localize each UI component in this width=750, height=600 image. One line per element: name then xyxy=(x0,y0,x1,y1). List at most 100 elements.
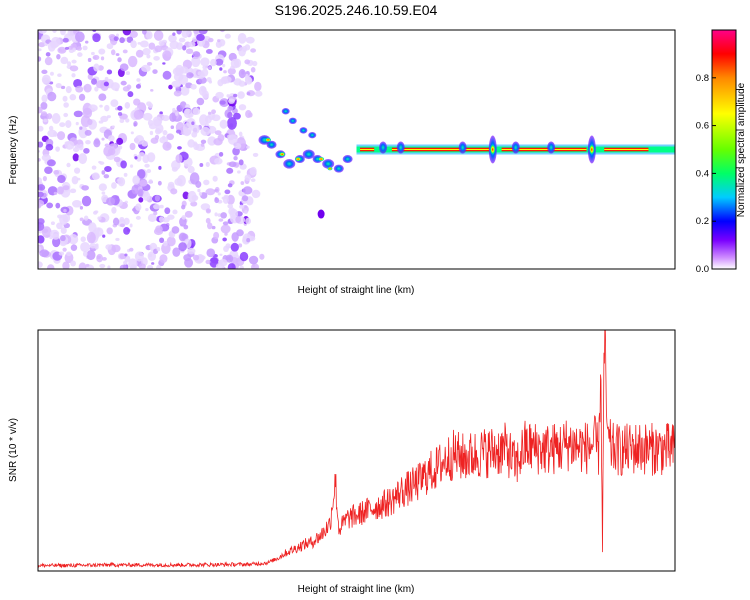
noise-speck xyxy=(239,265,244,269)
noise-speck xyxy=(191,124,200,134)
colorbar-tick-label: 0.2 xyxy=(696,216,709,227)
noise-speck xyxy=(132,175,141,185)
noise-speck xyxy=(44,56,53,66)
noise-speck xyxy=(158,165,162,170)
noise-speck xyxy=(110,82,120,91)
noise-speck xyxy=(213,138,223,146)
noise-speck xyxy=(69,65,79,72)
noise-speck xyxy=(38,261,43,268)
noise-speck xyxy=(201,90,209,99)
noise-speck xyxy=(176,30,182,35)
noise-speck xyxy=(71,175,79,185)
noise-speck xyxy=(222,63,226,68)
noise-speck xyxy=(144,163,150,168)
noise-speck xyxy=(124,253,128,257)
noise-speck xyxy=(199,114,209,126)
noise-speck xyxy=(171,226,180,234)
noise-speck xyxy=(158,40,165,46)
noise-speck xyxy=(117,112,123,116)
noise-speck xyxy=(78,153,88,165)
noise-speck xyxy=(141,64,151,72)
noise-speck xyxy=(245,36,255,44)
noise-speck xyxy=(246,237,251,243)
noise-speck xyxy=(134,251,144,262)
noise-speck xyxy=(159,254,168,263)
noise-speck xyxy=(237,32,247,44)
noise-speck xyxy=(197,188,201,193)
noise-speck xyxy=(99,161,105,165)
noise-speck xyxy=(219,100,226,105)
noise-speck xyxy=(219,253,223,256)
noise-speck xyxy=(55,83,62,89)
noise-speck xyxy=(205,208,211,214)
noise-speck xyxy=(192,107,201,116)
noise-speck xyxy=(38,125,44,132)
noise-speck xyxy=(154,128,162,135)
noise-speck xyxy=(113,156,121,163)
noise-speck xyxy=(137,169,146,179)
noise-speck xyxy=(49,229,60,238)
noise-speck xyxy=(148,42,156,50)
noise-speck xyxy=(142,154,150,164)
noise-speck xyxy=(38,184,46,191)
noise-speck xyxy=(46,159,56,167)
noise-speck xyxy=(102,234,106,238)
noise-speck xyxy=(161,242,171,255)
noise-speck xyxy=(172,247,181,257)
noise-speck xyxy=(223,194,229,199)
noise-speck xyxy=(107,265,111,269)
noise-speck xyxy=(191,37,198,43)
noise-speck xyxy=(83,147,90,154)
onset-hot-blob xyxy=(279,152,286,157)
noise-speck xyxy=(222,221,229,226)
noise-speck xyxy=(198,191,203,196)
noise-speck xyxy=(55,202,61,209)
noise-speck xyxy=(86,249,96,261)
noise-speck xyxy=(81,195,92,207)
noise-speck xyxy=(172,107,176,112)
noise-speck xyxy=(145,31,153,40)
noise-speck xyxy=(82,45,88,51)
noise-speck xyxy=(223,70,227,74)
noise-speck xyxy=(154,45,163,53)
noise-speck xyxy=(171,80,182,88)
noise-speck xyxy=(119,216,125,222)
noise-speck xyxy=(77,52,83,58)
noise-speck xyxy=(220,212,227,219)
noise-speck xyxy=(87,118,93,126)
spectrogram-panel: Height of straight line (km) Frequency (… xyxy=(8,29,676,296)
noise-speck xyxy=(117,57,122,63)
noise-speck xyxy=(227,106,234,112)
onset-blob xyxy=(333,164,344,173)
noise-speck xyxy=(126,84,132,90)
noise-speck xyxy=(138,263,146,269)
noise-speck xyxy=(170,188,178,195)
colorbar-tick-label: 0.4 xyxy=(696,168,709,179)
noise-speck xyxy=(230,242,239,252)
snr-y-label: SNR (10 * v/v) xyxy=(8,418,19,482)
noise-speck xyxy=(91,51,95,56)
noise-speck xyxy=(228,207,236,216)
noise-speck xyxy=(175,112,179,116)
noise-speck xyxy=(168,34,177,43)
noise-speck xyxy=(207,115,211,118)
noise-speck xyxy=(85,40,89,44)
noise-speck xyxy=(94,210,99,214)
noise-speck xyxy=(178,242,187,252)
noise-speck xyxy=(50,221,55,226)
noise-speck xyxy=(254,81,262,92)
noise-speck xyxy=(72,153,80,162)
onset-blob xyxy=(281,108,290,115)
noise-speck xyxy=(44,166,53,175)
noise-speck xyxy=(38,150,41,153)
noise-speck xyxy=(219,67,223,71)
isolated-blob xyxy=(317,209,325,219)
noise-speck xyxy=(205,217,211,224)
noise-speck xyxy=(120,80,127,86)
noise-speck xyxy=(129,164,134,168)
noise-speck xyxy=(248,255,259,265)
onset-blob xyxy=(312,155,323,164)
noise-speck xyxy=(246,145,250,149)
noise-speck xyxy=(220,224,231,234)
noise-speck xyxy=(238,243,243,248)
